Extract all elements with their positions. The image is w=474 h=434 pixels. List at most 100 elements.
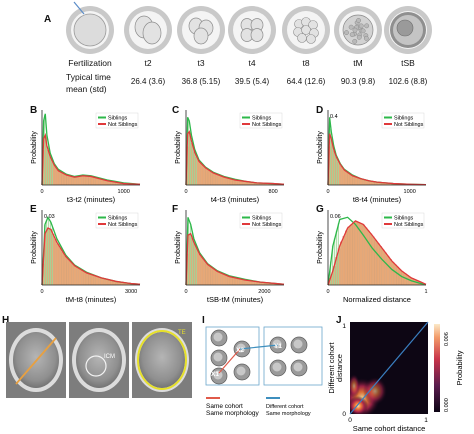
legend-siblings-label: Siblings [108,116,128,122]
hist-bar-c-15 [222,177,226,186]
embryo-stage-images [66,1,432,54]
hist-bar-b-15 [78,176,82,186]
hist-bar-g-16 [367,230,370,286]
sibling-bar-e-4 [49,222,52,285]
panel-label-c: C [172,105,180,116]
xtick-b-0: 0 [40,189,43,195]
xtick-f-1: 2000 [258,289,270,295]
hist-bar-c-5 [198,161,201,186]
ylabel-d: Probability [317,131,324,164]
hist-bar-f-14 [220,273,223,286]
hist-bar-d-8 [347,173,351,186]
hist-bar-b-18 [86,176,89,186]
legend-not-siblings-label: Not Siblings [252,122,282,128]
hist-bar-g-7 [345,230,348,286]
not-siblings-line-e [41,227,141,286]
density-blob-3 [363,377,387,405]
hist-bar-f-6 [200,257,204,286]
hist-bar-b-23 [98,178,101,186]
xlabel-f: tSB-tM (minutes) [207,295,264,304]
legend-same-cohort-2: Same morphology [206,410,259,417]
legend-siblings-label: Siblings [394,116,414,122]
sibling-bar-g-5 [337,223,339,285]
panel-label-f: F [172,204,179,215]
hist-bar-g-21 [379,246,382,286]
hist-bar-c-12 [215,174,218,186]
cbar-label: Probability [455,350,464,385]
sibling-bar-g-2 [331,245,334,285]
sibling-bar-b-5 [51,159,53,185]
stage-image-3 [228,6,276,54]
hist-bar-g-5 [340,241,343,286]
density-blob-4 [350,374,360,398]
hist-bar-g-27 [394,264,397,286]
colorbar [434,324,440,412]
panel-label-h: H [2,315,10,326]
hist-bar-c-10 [210,171,213,186]
legend-not-siblings-label: Not Siblings [394,222,424,228]
siblings-line-g [327,216,427,286]
te-label: TE [178,330,186,336]
legend-not-siblings-label: Not Siblings [108,122,138,128]
cell-y1-label: Y1 [274,343,282,350]
sibling-bar-f-4 [193,241,196,285]
hist-bar-f-18 [230,276,233,286]
ylabel-c: Probability [175,131,182,164]
xtick-g-0: 0 [326,289,329,295]
hist-bar-f-19 [232,277,235,286]
hist-bar-e-26 [105,279,109,286]
hist-bar-g-12 [357,222,360,286]
hist-bar-b-9 [63,174,67,186]
sibling-bar-c-2 [189,131,192,185]
ytick-e: 0.03 [44,214,55,220]
xtick-c-1: 800 [269,189,278,195]
j-ylabel-1: Different cohort [327,342,336,394]
panel-label-a: A [44,14,52,25]
sibling-bar-f-1 [187,219,190,285]
te-outline [137,330,187,390]
stage-image-1 [124,6,172,54]
measure-line [15,337,57,385]
hist-bar-d-5 [340,165,343,186]
sibling-bar-c-4 [193,149,196,185]
legend-siblings-label: Siblings [108,216,128,222]
hist-bar-e-13 [73,265,77,286]
chart-d: 0 1000 0.4 t8-t4 (minutes) Probability Siblin… [317,110,427,204]
hist-bar-g-22 [381,249,385,286]
hist-bar-d-11 [354,176,358,186]
sibling-bar-c-5 [195,154,197,185]
j-xtick-1: 1 [424,417,428,424]
typical-time-heading: Typical time mean (std) [66,71,111,95]
legend-siblings-label: Siblings [252,216,272,222]
hist-bar-f-10 [210,267,213,286]
not-siblings-line-c [185,130,285,186]
cbar-tick-1: 0.006 [444,332,450,346]
hist-bar-b-16 [81,175,84,186]
hist-bar-b-10 [66,175,69,186]
j-xlabel: Same cohort distance [353,424,426,433]
different-cohort-link [239,344,279,350]
hist-bar-e-17 [83,271,87,286]
hist-bar-f-7 [203,260,206,286]
hist-bar-c-13 [217,175,221,186]
panel-label-b: B [30,105,38,116]
hist-bar-d-6 [342,169,346,186]
hist-bar-b-11 [68,175,72,186]
legend-diff-cohort-2: Same morphology [266,411,311,417]
hist-bar-e-20 [90,274,94,286]
sibling-bar-f-2 [189,225,192,285]
hist-bar-e-25 [103,278,106,286]
hist-bar-g-18 [372,236,375,286]
chart-g: 0 1 0.06 Normalized distance Probability Sibl… [317,210,428,304]
panel-label-i: I [202,315,205,326]
xlabel-d: t8-t4 (minutes) [353,195,402,204]
hist-bar-e-14 [76,267,79,286]
xtick-f-0: 0 [184,289,187,295]
icm-label: ICM [104,354,115,360]
legend-not-siblings-label: Not Siblings [394,122,424,128]
xtick-b-1: 1000 [118,189,130,195]
